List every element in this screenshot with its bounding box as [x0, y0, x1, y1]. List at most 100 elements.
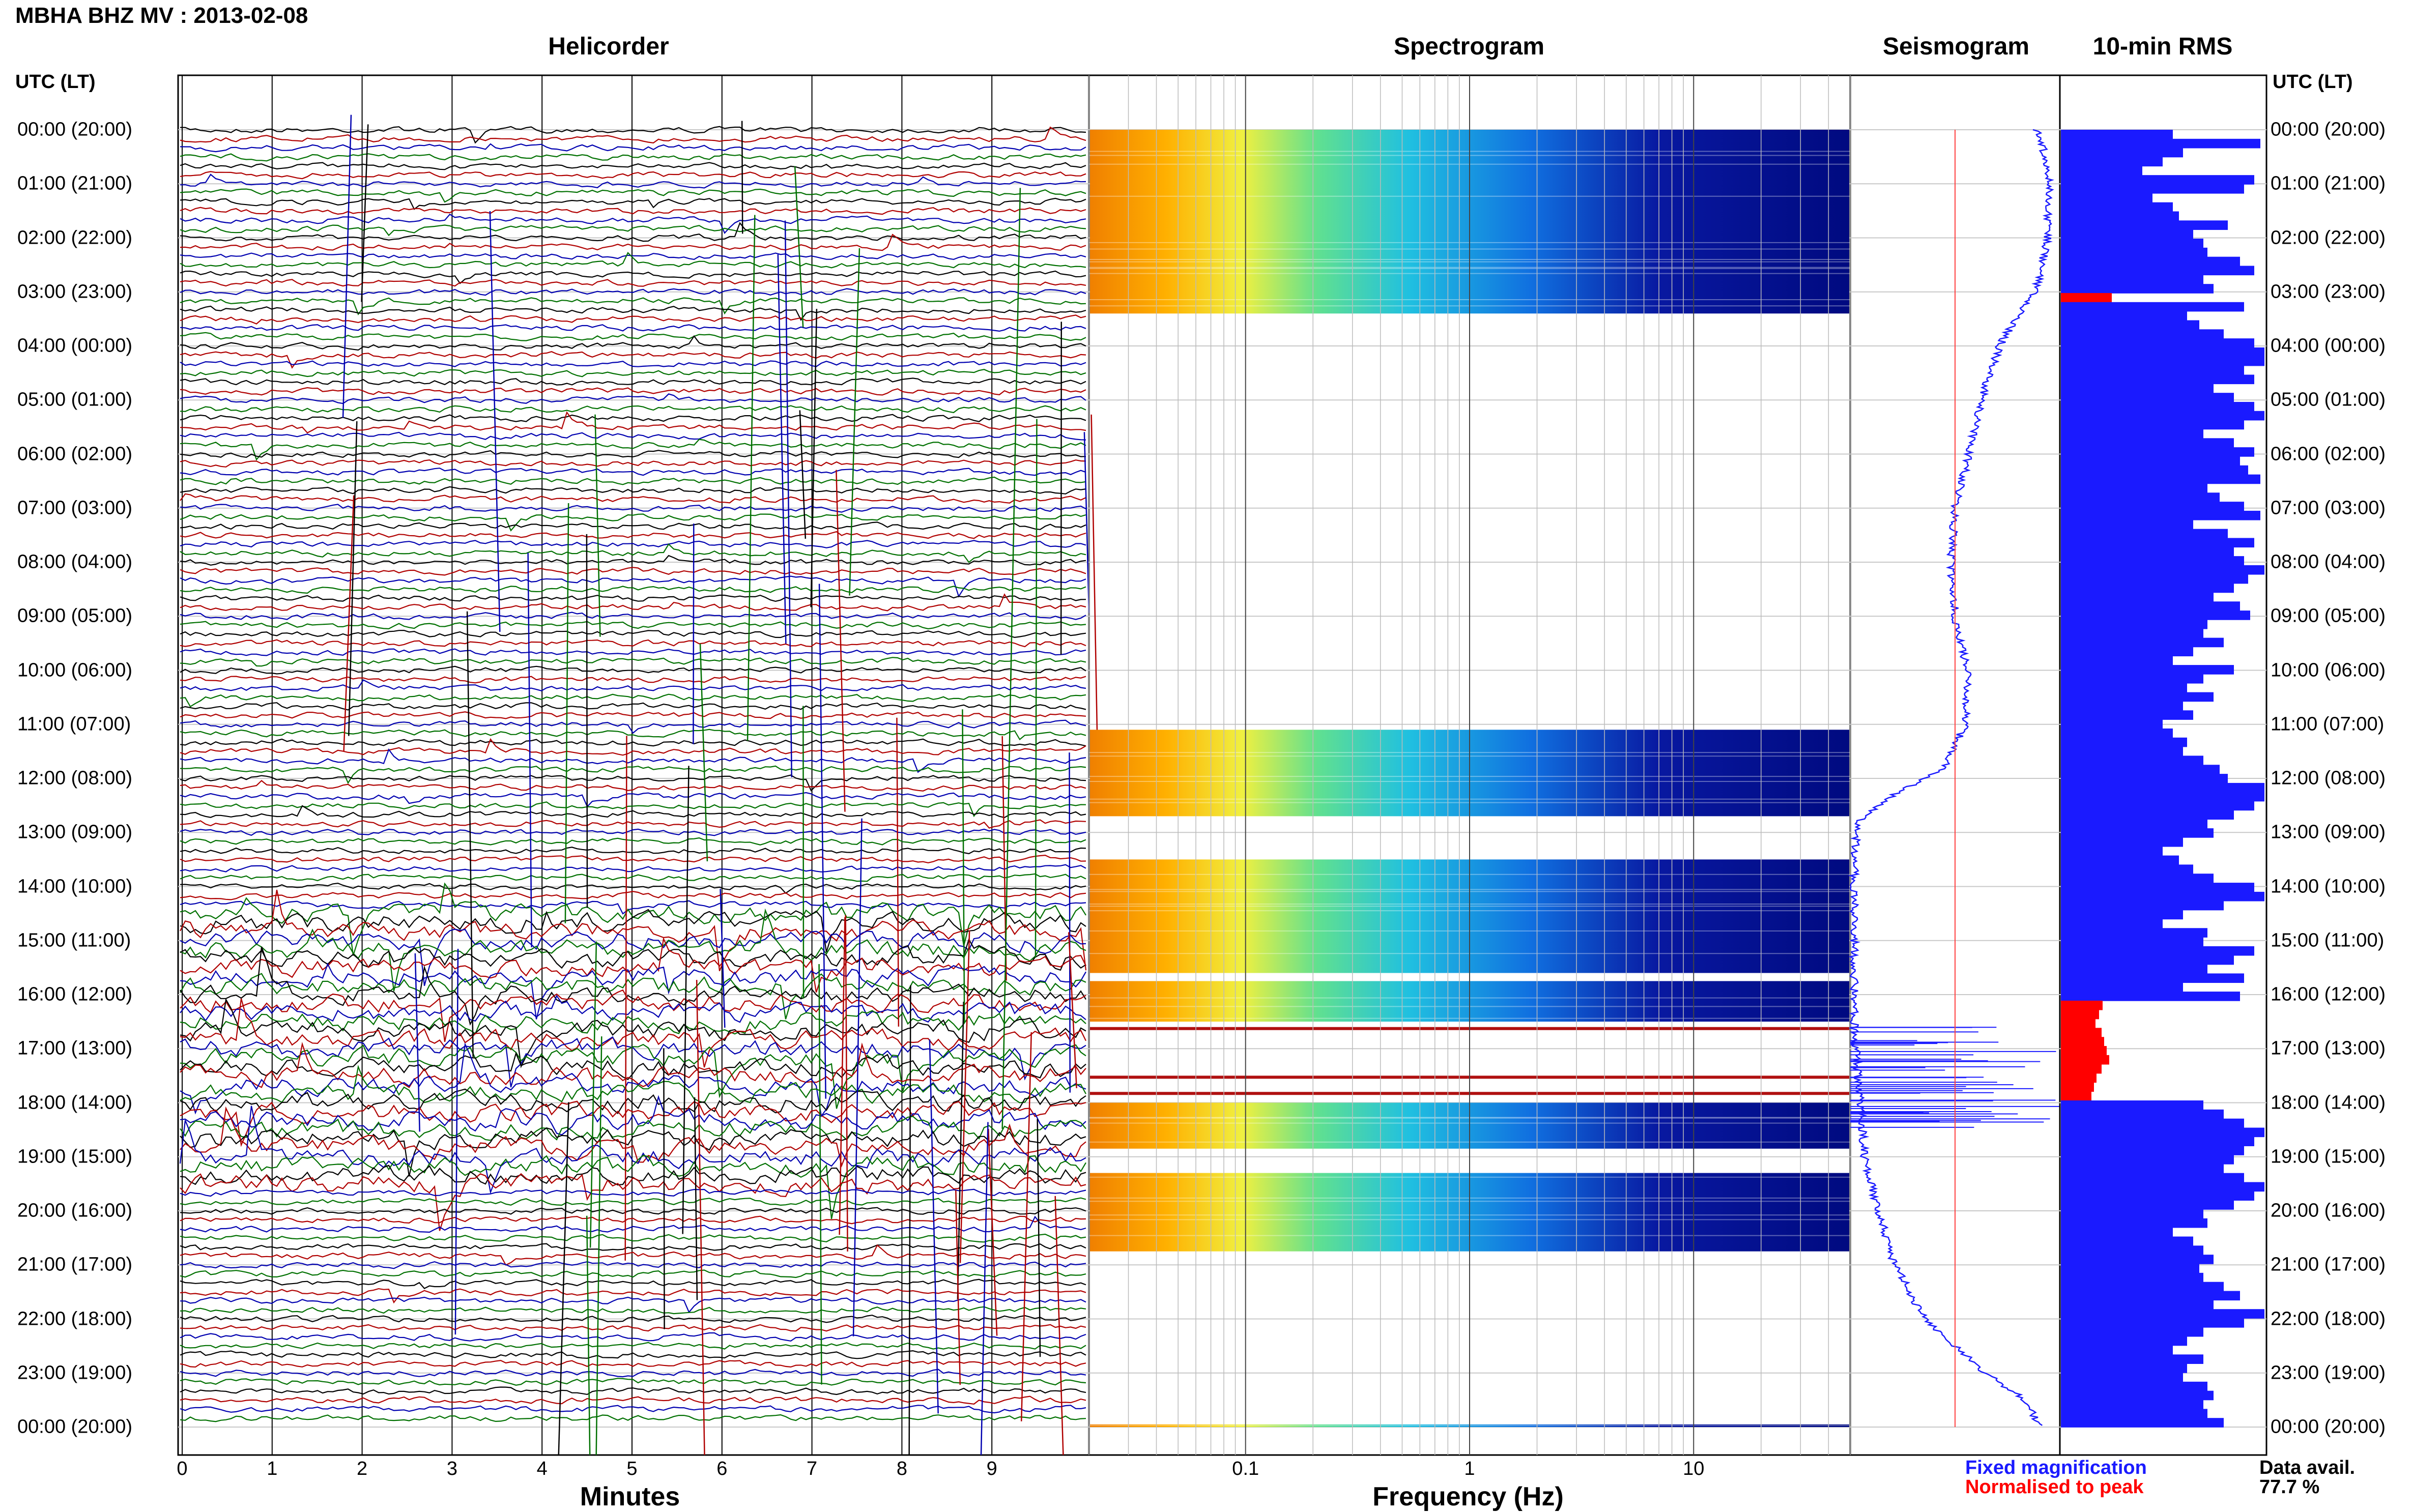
helicorder-trace — [180, 629, 1086, 638]
rms-bar — [2061, 393, 2234, 402]
rms-bar — [2061, 1127, 2264, 1138]
helicorder-trace — [180, 738, 1086, 747]
helicorder-event-spike — [586, 1215, 591, 1456]
utc-tick-label: 00:00 (20:00) — [2271, 1416, 2386, 1438]
rms-bar — [2061, 202, 2173, 212]
helicorder-trace — [180, 1036, 1086, 1088]
helicorder-trace — [180, 1154, 1086, 1219]
rms-bar — [2061, 1164, 2224, 1174]
utc-tick-label: 01:00 (21:00) — [17, 172, 133, 194]
helicorder-trace — [180, 792, 1086, 808]
utc-tick-label: 15:00 (11:00) — [2271, 929, 2385, 951]
utc-tick-label: 21:00 (17:00) — [2271, 1254, 2386, 1275]
rms-bar — [2061, 737, 2187, 747]
rms-bar — [2061, 1019, 2095, 1029]
helicorder-trace — [180, 1127, 1086, 1177]
helicorder-trace — [180, 279, 1086, 287]
rms-bar — [2061, 1146, 2244, 1155]
helicorder-trace — [180, 1332, 1086, 1342]
rms-bar — [2061, 574, 2248, 584]
rms-bar — [2061, 1218, 2207, 1228]
utc-tick-label: 05:00 (01:00) — [2271, 389, 2386, 411]
utc-tick-label: 18:00 (14:00) — [2271, 1092, 2386, 1113]
helicorder-trace — [180, 224, 1086, 237]
minute-tick-label: 9 — [986, 1458, 997, 1479]
rms-bar — [2061, 765, 2220, 774]
rms-bar — [2061, 1363, 2187, 1373]
helicorder-trace — [180, 335, 1086, 351]
utc-tick-label: 02:00 (22:00) — [2271, 227, 2386, 248]
helicorder-trace — [180, 1269, 1086, 1278]
helicorder-trace — [180, 1215, 1086, 1233]
rms-bar — [2061, 937, 2203, 947]
rms-bar — [2061, 130, 2173, 139]
helicorder-trace — [180, 963, 1086, 1020]
helicorder-trace — [180, 780, 1086, 792]
helicorder-trace — [180, 593, 1086, 612]
rms-bar — [2061, 465, 2248, 475]
helicorder-event-spike — [595, 1036, 602, 1456]
helicorder-trace — [180, 648, 1086, 656]
rms-bar — [2061, 483, 2207, 493]
rms-bar — [2061, 782, 2264, 793]
helicorder-trace — [180, 207, 1086, 215]
rms-bar — [2061, 302, 2244, 312]
helicorder-trace — [180, 729, 1086, 741]
helicorder-trace — [180, 1369, 1086, 1378]
helicorder-trace — [180, 222, 1086, 242]
helicorder-trace — [180, 928, 1086, 986]
rms-bar — [2061, 1191, 2254, 1201]
helicorder-event-spike — [564, 503, 569, 923]
helicorder-trace — [180, 801, 1086, 818]
rms-bar — [2061, 919, 2163, 929]
helicorder-event-spike — [799, 410, 807, 539]
helicorder-trace — [180, 973, 1086, 1020]
rms-bar — [2061, 547, 2234, 557]
rms-bar — [2061, 774, 2228, 783]
helicorder-event-spike — [1035, 419, 1038, 958]
frequency-tick-label: 0.1 — [1232, 1458, 1259, 1479]
rms-bar — [2061, 1037, 2104, 1046]
helicorder-trace — [180, 676, 1086, 684]
helicorder-trace — [180, 540, 1086, 548]
rms-bar — [2061, 320, 2199, 330]
utc-tick-label: 00:00 (20:00) — [2271, 119, 2386, 140]
helicorder-trace — [180, 493, 1086, 504]
rms-bar — [2061, 502, 2244, 511]
rms-bar — [2061, 138, 2260, 149]
rms-bar — [2061, 510, 2260, 520]
helicorder-event-spike — [594, 414, 601, 637]
helicorder-trace — [180, 1350, 1086, 1359]
helicorder-trace — [180, 369, 1086, 377]
helicorder-event-spike — [849, 248, 860, 596]
rms-bar — [2061, 719, 2163, 729]
helicorder-trace — [180, 882, 1086, 894]
helicorder-trace — [180, 719, 1086, 734]
utc-tick-label: 07:00 (03:00) — [2271, 497, 2386, 519]
utc-tick-label: 17:00 (13:00) — [2271, 1037, 2386, 1059]
rms-bar — [2061, 1064, 2102, 1074]
rms-bar — [2061, 683, 2187, 693]
rms-bar — [2061, 837, 2183, 847]
rms-bar — [2061, 647, 2193, 657]
helicorder-trace — [180, 450, 1086, 458]
helicorder-event-spike — [589, 941, 597, 1248]
utc-tick-label: 06:00 (02:00) — [17, 443, 133, 464]
rms-bar — [2061, 1272, 2203, 1283]
data-availability-label: Data avail. — [2259, 1457, 2355, 1478]
rms-bar — [2061, 456, 2240, 466]
utc-tick-label: 07:00 (03:00) — [17, 497, 133, 519]
rms-bar — [2061, 1336, 2187, 1346]
helicorder-event-spike — [466, 611, 474, 1057]
helicorder-trace — [180, 1088, 1086, 1115]
helicorder-trace — [180, 297, 1086, 315]
helicorder-trace — [180, 1041, 1086, 1088]
minute-tick-label: 1 — [267, 1458, 278, 1479]
helicorder-trace — [180, 332, 1086, 341]
helicorder-event-spike — [348, 421, 358, 736]
helicorder-trace — [180, 504, 1086, 513]
helicorder-trace — [180, 143, 1086, 153]
helicorder-trace — [180, 612, 1086, 620]
rms-bar — [2061, 1109, 2224, 1119]
rms-bar — [2061, 792, 2264, 802]
